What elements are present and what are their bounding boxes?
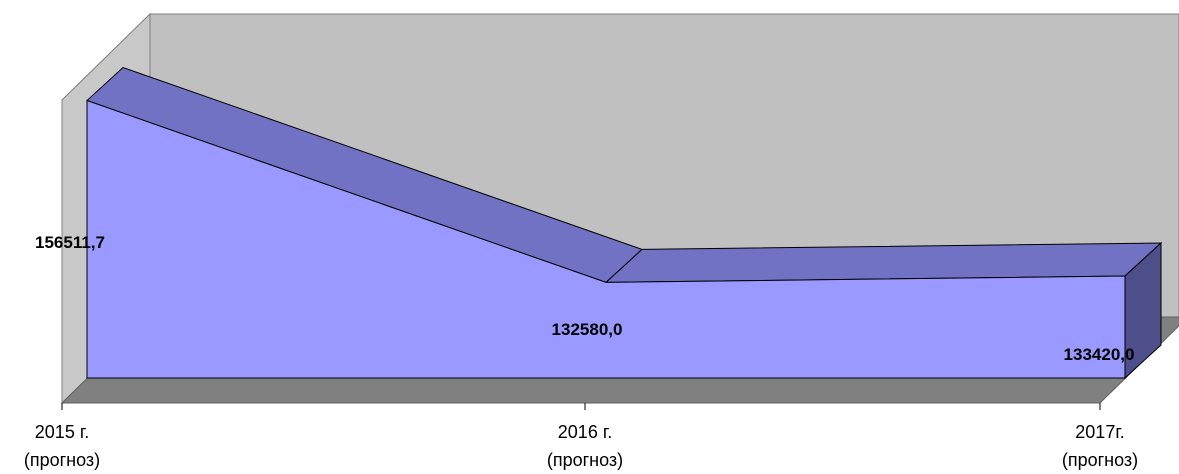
- x-tick-label: 2015 г. (прогноз): [23, 422, 101, 470]
- data-label: 133420,0: [1063, 345, 1135, 364]
- x-tick-label: 2017г. (прогноз): [1061, 422, 1139, 470]
- data-label: 156511,7: [35, 233, 105, 252]
- x-tick-label: 2016 г. (прогноз): [546, 422, 624, 470]
- area-front: [86, 99, 1126, 379]
- data-label: 132580,0: [551, 320, 623, 339]
